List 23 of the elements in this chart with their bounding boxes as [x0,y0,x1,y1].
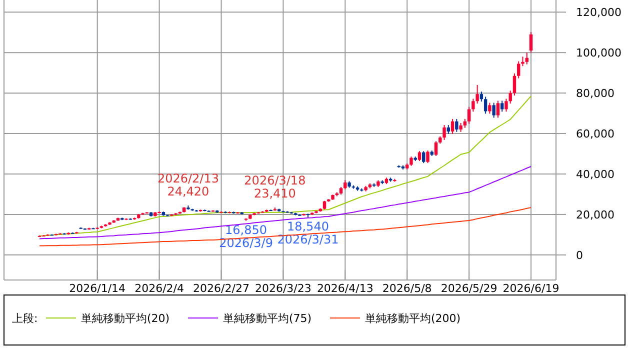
annotation: 2026/3/18 23,410 [244,174,306,201]
legend-label: 単純移動平均(20) [81,312,170,325]
x-tick-label: 2026/6/19 [502,282,560,295]
legend-label: 単純移動平均(75) [223,312,312,325]
y-tick-label: 120,000 [576,6,622,20]
annotation: 2026/2/13 24,420 [157,172,219,198]
x-tick-label: 2026/2/27 [193,282,250,295]
y-tick-label: 40,000 [576,168,614,181]
annotation: 16,850 2026/3/9 [219,222,273,250]
x-tick-label: 2026/5/8 [382,282,432,295]
y-tick-label: 60,000 [576,128,614,141]
x-tick-label: 2026/5/29 [440,282,498,295]
x-tick-label: 2026/1/14 [69,282,126,295]
y-tick-label: 20,000 [576,208,614,222]
annotation: 18,540 2026/3/31 [277,219,339,246]
y-tick-label: 100,000 [576,46,622,60]
x-tick-label: 2026/4/13 [316,282,374,295]
y-tick-label: 80,000 [576,87,614,100]
legend-title: 上段: [12,312,38,325]
x-tick-label: 2026/2/4 [134,282,184,295]
x-tick-label: 2026/3/23 [254,282,312,295]
legend-label: 単純移動平均(200) [365,312,461,325]
y-tick-label: 0 [576,248,583,262]
